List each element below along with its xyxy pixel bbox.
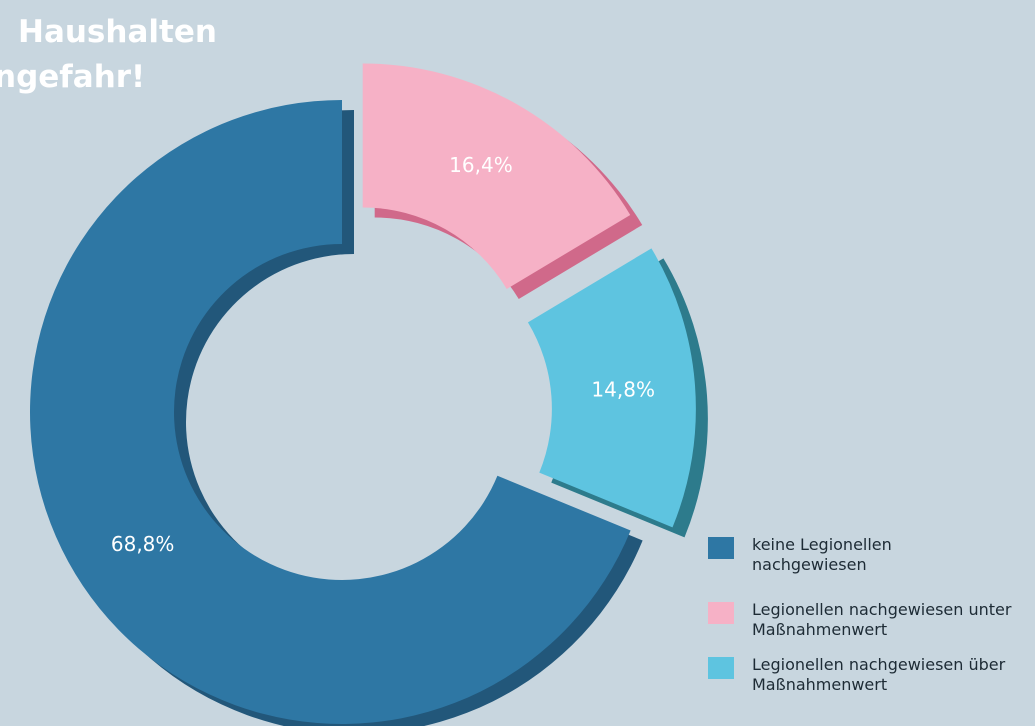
legend-label: Legionellen nachgewiesen unter Maßnahmen…: [752, 600, 1012, 639]
slice: [527, 248, 696, 528]
value-label: 16,4%: [449, 153, 513, 177]
legend-swatch: [708, 657, 734, 679]
slice: [362, 63, 631, 290]
legend-swatch: [708, 602, 734, 624]
value-label: 14,8%: [591, 377, 655, 401]
chart-title: ngefahr!: [0, 59, 145, 95]
slice: [30, 100, 631, 724]
legend-swatch: [708, 537, 734, 559]
legend-label: keine Legionellen nachgewiesen: [752, 535, 892, 574]
legend-label: Legionellen nachgewiesen über Maßnahmenw…: [752, 655, 1006, 694]
value-label: 68,8%: [111, 532, 175, 556]
slices: 68,8% 16,4% 14,8%: [30, 63, 708, 726]
chart-title: Haushalten: [18, 14, 217, 50]
